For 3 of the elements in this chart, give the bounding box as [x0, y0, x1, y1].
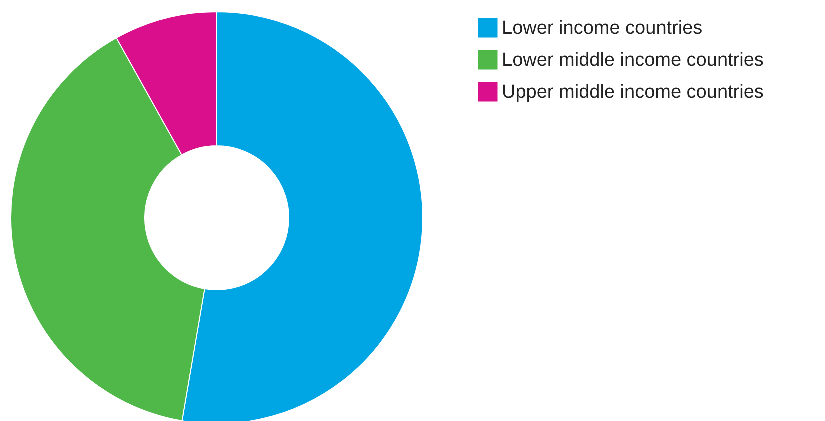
legend-label: Upper middle income countries: [502, 82, 764, 103]
legend-label: Lower income countries: [502, 18, 703, 39]
legend-label: Lower middle income countries: [502, 50, 764, 71]
